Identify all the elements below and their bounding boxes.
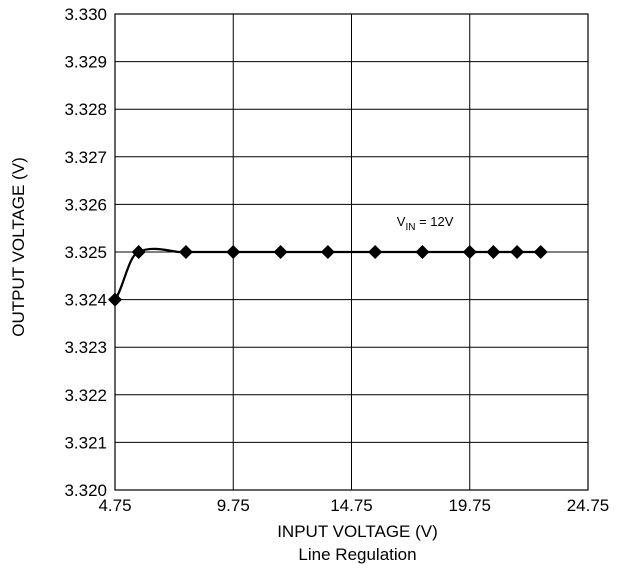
- data-point-marker: [131, 245, 146, 259]
- y-tick-label: 3.327: [64, 148, 107, 167]
- data-point-marker: [486, 245, 501, 259]
- y-tick-label: 3.328: [64, 100, 107, 119]
- y-tick-label: 3.323: [64, 338, 107, 357]
- y-tick-label: 3.330: [64, 5, 107, 24]
- x-tick-label: 24.75: [567, 496, 610, 515]
- y-tick-label: 3.326: [64, 195, 107, 214]
- y-tick-label: 3.324: [64, 291, 107, 310]
- x-tick-label: 4.75: [98, 496, 131, 515]
- y-tick-label: 3.322: [64, 386, 107, 405]
- annotation-main: V: [397, 214, 406, 229]
- x-axis-label: INPUT VOLTAGE (V): [277, 522, 438, 541]
- y-tick-label: 3.320: [64, 481, 107, 500]
- data-point-marker: [368, 245, 383, 259]
- y-tick-label: 3.321: [64, 433, 107, 452]
- annotation-rest: = 12V: [415, 214, 453, 229]
- data-point-marker: [462, 245, 477, 259]
- y-tick-label: 3.329: [64, 53, 107, 72]
- y-tick-label: 3.325: [64, 243, 107, 262]
- data-point-marker: [415, 245, 430, 259]
- y-axis-label: OUTPUT VOLTAGE (V): [9, 157, 28, 336]
- x-tick-label: 9.75: [217, 496, 250, 515]
- annotation-vin: VIN = 12V: [397, 214, 454, 233]
- chart-caption: Line Regulation: [298, 545, 416, 564]
- data-point-marker: [320, 245, 335, 259]
- data-point-marker: [178, 245, 193, 259]
- data-point-marker: [533, 245, 548, 259]
- data-point-marker: [108, 292, 122, 307]
- x-tick-label: 19.75: [448, 496, 491, 515]
- plot-area-frame: [114, 13, 589, 491]
- annotation-subscript: IN: [405, 222, 415, 233]
- data-markers: [108, 245, 548, 307]
- data-point-marker: [226, 245, 241, 259]
- data-point-marker: [273, 245, 288, 259]
- data-point-marker: [510, 245, 525, 259]
- x-tick-label: 14.75: [330, 496, 373, 515]
- x-tick-labels: 4.75 9.75 14.75 19.75 24.75: [98, 496, 609, 515]
- y-tick-labels: 3.320 3.321 3.322 3.323 3.324 3.325 3.326 3.327…: [64, 5, 107, 500]
